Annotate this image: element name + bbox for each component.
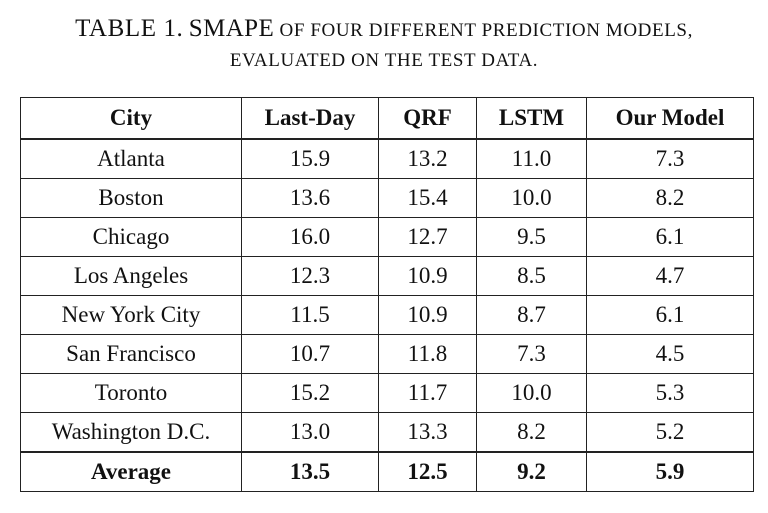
caption-label: TABLE 1. <box>75 15 184 42</box>
table-body: Atlanta 15.9 13.2 11.0 7.3 Boston 13.6 1… <box>20 138 754 492</box>
caption-line-2: EVALUATED ON THE TEST DATA. <box>229 50 539 71</box>
cell-city: Boston <box>20 178 242 218</box>
average-label: Average <box>20 451 242 492</box>
average-lstm: 9.2 <box>476 451 587 492</box>
cell-our-model: 4.5 <box>586 334 754 374</box>
cell-city: Atlanta <box>20 138 242 179</box>
table-row: Atlanta 15.9 13.2 11.0 7.3 <box>20 138 754 179</box>
table-row: Boston 13.6 15.4 10.0 8.2 <box>20 178 754 218</box>
caption-line-1: TABLE 1. SMAPE OF FOUR DIFFERENT PREDICT… <box>0 14 768 46</box>
cell-last-day: 11.5 <box>241 295 379 335</box>
header-our-model: Our Model <box>586 97 754 140</box>
cell-qrf: 13.2 <box>378 138 477 179</box>
cell-city: San Francisco <box>20 334 242 374</box>
average-last-day: 13.5 <box>241 451 379 492</box>
caption-line-1-rest: OF FOUR DIFFERENT PREDICTION MODELS, <box>279 20 693 41</box>
header-lstm: LSTM <box>476 97 587 140</box>
average-our-model: 5.9 <box>586 451 754 492</box>
cell-last-day: 16.0 <box>241 217 379 257</box>
table-row: Los Angeles 12.3 10.9 8.5 4.7 <box>20 256 754 296</box>
cell-lstm: 10.0 <box>476 373 587 413</box>
cell-lstm: 9.5 <box>476 217 587 257</box>
cell-qrf: 11.8 <box>378 334 477 374</box>
cell-lstm: 11.0 <box>476 138 587 179</box>
cell-our-model: 4.7 <box>586 256 754 296</box>
cell-our-model: 8.2 <box>586 178 754 218</box>
table-row: Chicago 16.0 12.7 9.5 6.1 <box>20 217 754 257</box>
cell-our-model: 7.3 <box>586 138 754 179</box>
cell-qrf: 15.4 <box>378 178 477 218</box>
cell-city: Toronto <box>20 373 242 413</box>
header-row: City Last-Day QRF LSTM Our Model <box>20 97 754 140</box>
cell-city: Chicago <box>20 217 242 257</box>
average-qrf: 12.5 <box>378 451 477 492</box>
cell-lstm: 8.5 <box>476 256 587 296</box>
cell-lstm: 8.7 <box>476 295 587 335</box>
cell-last-day: 15.2 <box>241 373 379 413</box>
cell-city: Los Angeles <box>20 256 242 296</box>
cell-city: Washington D.C. <box>20 412 242 453</box>
cell-qrf: 10.9 <box>378 295 477 335</box>
cell-our-model: 6.1 <box>586 217 754 257</box>
cell-last-day: 12.3 <box>241 256 379 296</box>
table-row: Toronto 15.2 11.7 10.0 5.3 <box>20 373 754 413</box>
average-row: Average 13.5 12.5 9.2 5.9 <box>20 451 754 492</box>
cell-last-day: 15.9 <box>241 138 379 179</box>
header-last-day: Last-Day <box>241 97 379 140</box>
cell-lstm: 8.2 <box>476 412 587 453</box>
smape-table: City Last-Day QRF LSTM Our Model Atlanta… <box>20 97 754 492</box>
cell-our-model: 6.1 <box>586 295 754 335</box>
cell-our-model: 5.2 <box>586 412 754 453</box>
header-city: City <box>20 97 242 140</box>
cell-our-model: 5.3 <box>586 373 754 413</box>
cell-last-day: 10.7 <box>241 334 379 374</box>
cell-qrf: 11.7 <box>378 373 477 413</box>
cell-last-day: 13.6 <box>241 178 379 218</box>
cell-lstm: 7.3 <box>476 334 587 374</box>
caption-metric: SMAPE <box>188 15 275 42</box>
cell-qrf: 13.3 <box>378 412 477 453</box>
table-caption: TABLE 1. SMAPE OF FOUR DIFFERENT PREDICT… <box>0 14 768 76</box>
cell-last-day: 13.0 <box>241 412 379 453</box>
table-row: Washington D.C. 13.0 13.3 8.2 5.2 <box>20 412 754 453</box>
cell-qrf: 12.7 <box>378 217 477 257</box>
table-header: City Last-Day QRF LSTM Our Model <box>20 97 754 140</box>
cell-city: New York City <box>20 295 242 335</box>
header-qrf: QRF <box>378 97 477 140</box>
cell-qrf: 10.9 <box>378 256 477 296</box>
table-row: San Francisco 10.7 11.8 7.3 4.5 <box>20 334 754 374</box>
table-row: New York City 11.5 10.9 8.7 6.1 <box>20 295 754 335</box>
cell-lstm: 10.0 <box>476 178 587 218</box>
